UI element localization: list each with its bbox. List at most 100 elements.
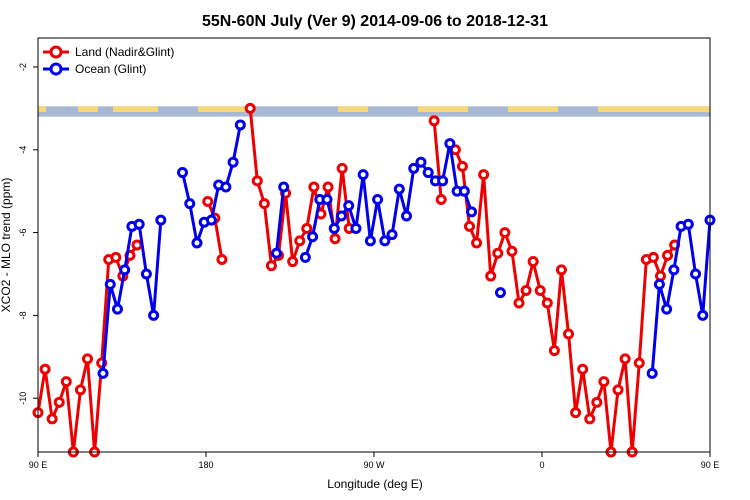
data-point xyxy=(350,222,362,234)
data-point xyxy=(485,270,497,282)
data-point xyxy=(97,367,109,379)
data-point xyxy=(444,138,456,150)
data-point xyxy=(499,227,511,239)
data-point xyxy=(227,156,239,168)
map-land-patch xyxy=(418,106,468,113)
data-point xyxy=(697,309,709,321)
series-line xyxy=(432,120,443,200)
x-axis-label: Longitude (deg E) xyxy=(327,477,422,491)
data-point xyxy=(548,345,560,357)
series-line xyxy=(650,220,712,374)
data-point xyxy=(177,167,189,179)
series-ocean xyxy=(97,119,716,379)
data-point xyxy=(184,198,196,210)
map-land-patch xyxy=(78,106,98,113)
data-point xyxy=(379,235,391,247)
data-point xyxy=(393,183,405,195)
data-point xyxy=(662,249,674,261)
data-point xyxy=(343,200,355,212)
data-point xyxy=(563,328,575,340)
data-point xyxy=(437,175,449,187)
data-point xyxy=(456,160,468,172)
y-tick-label: -4 xyxy=(18,146,28,154)
data-point xyxy=(408,162,420,174)
data-point xyxy=(301,222,313,234)
data-point xyxy=(682,218,694,230)
y-tick-label: -8 xyxy=(18,311,28,319)
map-land-patch xyxy=(38,106,46,113)
data-point xyxy=(110,251,122,263)
legend-ocean-label: Ocean (Glint) xyxy=(75,62,146,76)
data-point xyxy=(148,309,160,321)
data-point xyxy=(506,245,518,257)
data-point xyxy=(520,285,532,297)
data-point xyxy=(401,210,413,222)
data-point xyxy=(234,119,246,131)
data-point xyxy=(577,363,589,375)
data-point xyxy=(220,181,232,193)
data-point xyxy=(191,237,203,249)
map-ocean-band xyxy=(38,106,710,117)
series-line xyxy=(453,149,676,454)
series-land xyxy=(32,102,681,458)
data-point xyxy=(299,251,311,263)
data-point xyxy=(661,303,673,315)
data-point xyxy=(690,268,702,280)
data-point xyxy=(278,181,290,193)
data-point xyxy=(202,196,214,208)
data-point xyxy=(336,162,348,174)
data-point xyxy=(471,237,483,249)
y-tick-label: -6 xyxy=(18,229,28,237)
data-point xyxy=(39,363,51,375)
data-point xyxy=(131,239,143,251)
data-point xyxy=(422,167,434,179)
data-point xyxy=(555,264,567,276)
data-point xyxy=(74,384,86,396)
data-point xyxy=(205,214,217,226)
data-point xyxy=(258,198,270,210)
data-point xyxy=(308,181,320,193)
y-axis-label: XCO2 - MLO trend (ppm) xyxy=(0,178,13,313)
data-point xyxy=(46,413,58,425)
data-point xyxy=(570,407,582,419)
data-point xyxy=(104,278,116,290)
x-tick-label: 90 E xyxy=(701,460,720,470)
data-point xyxy=(60,376,72,388)
data-point xyxy=(244,102,256,114)
data-point xyxy=(328,222,340,234)
data-point xyxy=(584,413,596,425)
data-point xyxy=(307,231,319,243)
x-tick-label: 0 xyxy=(539,460,544,470)
y-tick-label: -2 xyxy=(18,63,28,71)
legend-land-label: Land (Nadir&Glint) xyxy=(75,45,174,59)
data-point xyxy=(466,206,478,218)
map-strip xyxy=(38,106,710,117)
data-point xyxy=(458,185,470,197)
data-point xyxy=(428,115,440,127)
data-point xyxy=(612,384,624,396)
data-point xyxy=(216,253,228,265)
data-point xyxy=(140,268,152,280)
data-point xyxy=(633,357,645,369)
data-point xyxy=(155,214,167,226)
y-axis: -2 -4 -6 -8 -10 xyxy=(18,63,38,405)
series-line xyxy=(274,186,286,254)
data-point xyxy=(653,278,665,290)
data-point xyxy=(287,256,299,268)
data-point xyxy=(270,247,282,259)
data-point xyxy=(463,220,475,232)
data-point xyxy=(372,193,384,205)
data-point xyxy=(265,260,277,272)
map-land-patch xyxy=(598,106,710,113)
y-tick-label: -10 xyxy=(18,392,28,405)
x-tick-label: 90 W xyxy=(363,460,385,470)
x-axis: 90 E 180 90 W 0 90 E xyxy=(29,452,720,470)
data-point xyxy=(598,376,610,388)
data-point xyxy=(494,287,506,299)
x-tick-label: 180 xyxy=(198,460,213,470)
data-point xyxy=(133,218,145,230)
data-point xyxy=(591,396,603,408)
data-point xyxy=(357,169,369,181)
data-point xyxy=(294,235,306,247)
